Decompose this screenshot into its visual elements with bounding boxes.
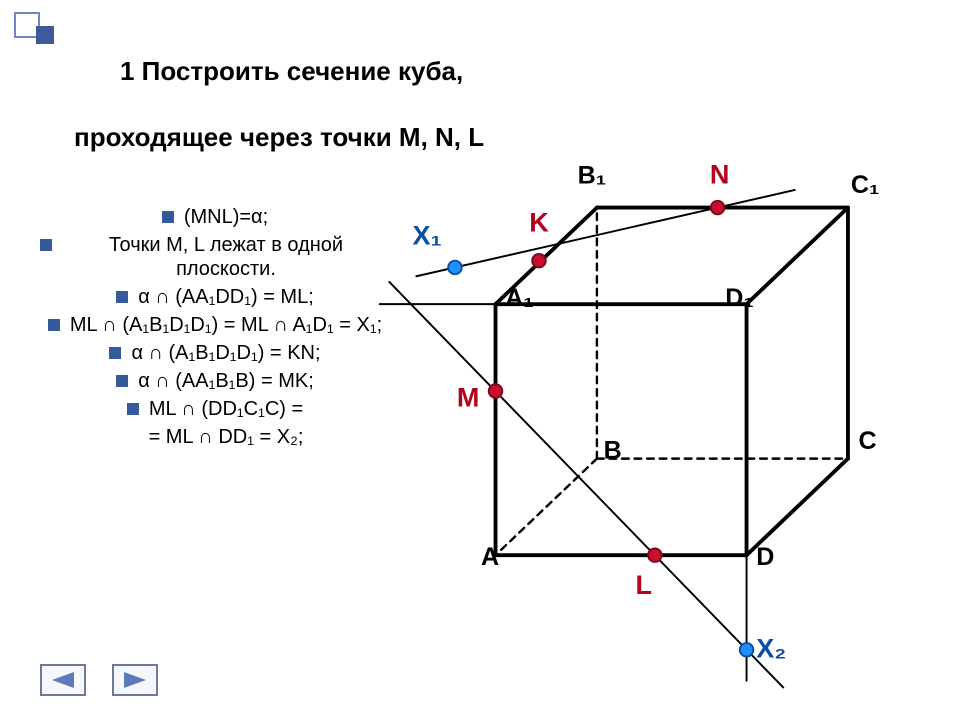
svg-text:N: N — [710, 159, 730, 189]
svg-text:B₁: B₁ — [578, 161, 607, 189]
svg-text:A₁: A₁ — [505, 284, 534, 312]
svg-text:A: A — [481, 543, 499, 571]
steps-list: (MNL)=α; Точки М, L лежат в одной плоско… — [40, 205, 390, 453]
svg-text:D: D — [756, 543, 774, 571]
svg-text:L: L — [636, 570, 653, 600]
svg-text:X₂: X₂ — [756, 634, 786, 664]
nav-prev-button[interactable] — [40, 664, 86, 696]
cube-diagram: A D B C A₁ D₁ B₁ C₁ M K N L X₁ X₂ — [390, 140, 910, 700]
bullet-item: Точки М, L лежат в одной плоскости. — [40, 233, 390, 281]
svg-text:M: M — [457, 382, 480, 412]
svg-text:C: C — [859, 427, 877, 455]
bullet-item: α ∩ (AA₁B₁B) = MK; — [40, 369, 390, 393]
bullet-item: (MNL)=α; — [40, 205, 390, 229]
nav-next-button[interactable] — [112, 664, 158, 696]
svg-text:X₁: X₁ — [412, 220, 441, 250]
svg-text:K: K — [529, 208, 549, 238]
bullet-item: = ML ∩ DD₁ = X₂; — [62, 425, 390, 449]
bullet-item: α ∩ (AA₁DD₁) = ML; — [40, 285, 390, 309]
bullet-item: α ∩ (A₁B₁D₁D₁) = KN; — [40, 341, 390, 365]
svg-text:B: B — [604, 437, 622, 465]
svg-text:C₁: C₁ — [851, 171, 880, 199]
bullet-item: ML ∩ (A₁B₁D₁D₁) = ML ∩ A₁D₁ = X₁; — [40, 313, 390, 337]
page-title: 1 Построить сечение куба, — [120, 56, 463, 87]
bullet-item: ML ∩ (DD₁C₁C) = — [40, 397, 390, 421]
nav-arrows — [40, 664, 158, 696]
svg-text:D₁: D₁ — [725, 284, 754, 312]
